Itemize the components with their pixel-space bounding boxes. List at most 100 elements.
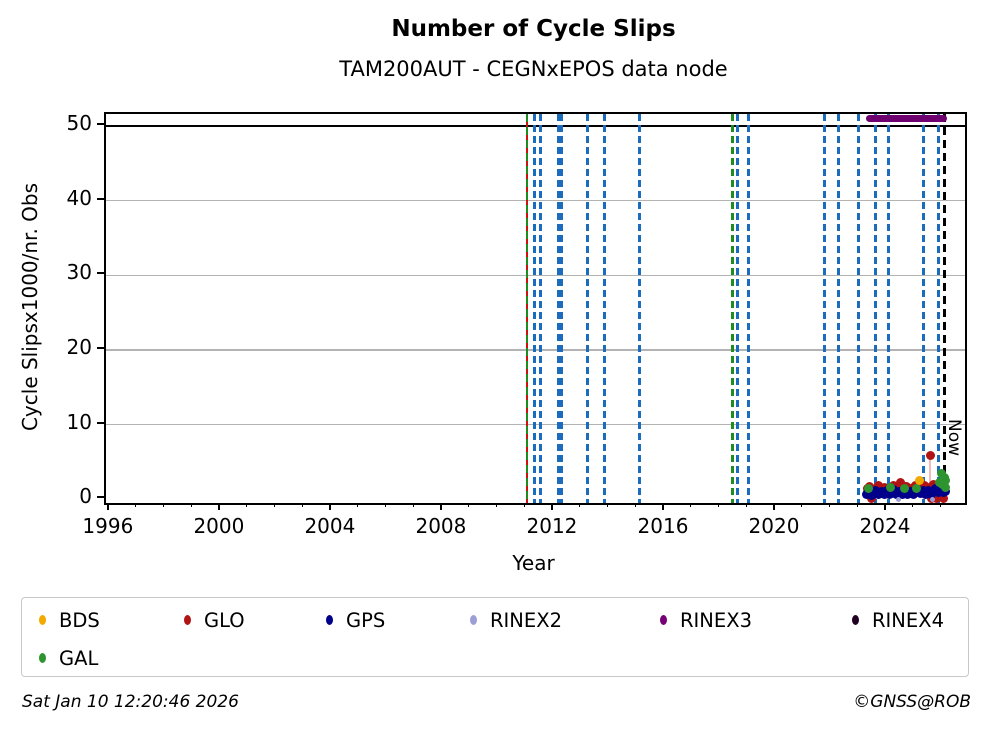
x-minor-tick	[828, 503, 831, 507]
chart-subtitle: TAM200AUT - CEGNxEPOS data node	[339, 57, 728, 81]
now-annotation: Now	[943, 418, 964, 456]
x-minor-tick	[579, 503, 581, 507]
x-minor-tick	[190, 503, 192, 507]
y-tick-label: 50	[66, 110, 92, 135]
y-tick	[97, 197, 104, 200]
x-minor-tick	[468, 503, 470, 507]
y-tick	[97, 421, 104, 424]
data-point-rinex2	[929, 496, 935, 502]
timestamp-text: Sat Jan 10 12:20:46 2026	[22, 692, 239, 712]
y-tick-label: 30	[66, 260, 92, 285]
x-tick-label: 2016	[637, 514, 689, 538]
rinex3-line	[866, 114, 947, 122]
x-minor-tick	[606, 503, 609, 507]
data-point-gal	[911, 483, 921, 493]
event-line-2	[539, 114, 543, 503]
x-minor-tick	[745, 503, 747, 507]
x-minor-tick	[246, 503, 248, 507]
data-point-bds	[914, 476, 924, 486]
plot-area	[104, 112, 967, 505]
x-minor-tick	[273, 503, 275, 507]
x-major-tick	[217, 503, 220, 510]
event-line-11	[837, 114, 841, 503]
rinex4-marker-icon	[852, 615, 859, 625]
copyright-text: ©GNSS@ROB	[853, 692, 971, 712]
event-line-7	[730, 114, 734, 503]
x-minor-tick	[301, 503, 303, 507]
chart-title: Number of Cycle Slips	[391, 16, 676, 42]
legend-label-glo: GLO	[204, 608, 245, 632]
data-point-gal	[885, 482, 895, 492]
gps-marker-icon	[326, 615, 333, 625]
rinex2-marker-icon	[470, 615, 477, 625]
event-line-6	[638, 114, 642, 503]
x-major-tick	[106, 503, 109, 510]
legend-label-gps: GPS	[346, 608, 386, 632]
x-tick-label: 2020	[748, 514, 800, 538]
x-axis-label: Year	[512, 551, 555, 575]
x-minor-tick	[939, 503, 942, 507]
event-line-10	[823, 114, 827, 503]
x-minor-tick	[495, 503, 498, 507]
x-minor-tick	[135, 503, 137, 507]
legend-item-rinex4: RINEX4	[852, 607, 944, 633]
event-line-9	[746, 114, 750, 503]
x-minor-tick	[523, 503, 525, 507]
now-line	[943, 114, 946, 503]
x-minor-tick	[412, 503, 414, 507]
legend-item-bds: BDS	[39, 607, 100, 633]
y-tick-label: 10	[66, 409, 92, 434]
x-minor-tick	[717, 503, 720, 507]
x-minor-tick	[634, 503, 636, 507]
x-minor-tick	[856, 503, 858, 507]
x-minor-tick	[690, 503, 692, 507]
x-tick-label: 2000	[193, 514, 245, 538]
event-line-14	[887, 114, 891, 503]
legend-label-rinex4: RINEX4	[872, 608, 944, 632]
x-major-tick	[328, 503, 331, 510]
event-line-12	[857, 114, 861, 503]
event-line-1	[533, 114, 537, 503]
y-tick-label: 40	[66, 185, 92, 210]
x-major-tick	[661, 503, 664, 510]
y-tick	[97, 122, 104, 125]
legend-item-rinex2: RINEX2	[470, 607, 562, 633]
x-major-tick	[550, 503, 553, 510]
y-tick-label: 20	[66, 334, 92, 359]
data-point-glo	[938, 494, 948, 503]
event-line-8	[736, 114, 740, 503]
legend-label-rinex2: RINEX2	[490, 608, 562, 632]
rinex3-marker-icon	[660, 615, 667, 625]
data-point-glo	[931, 494, 941, 503]
data-point-gal	[941, 476, 951, 486]
event-line-15	[922, 114, 926, 503]
legend-item-rinex3: RINEX3	[660, 607, 752, 633]
event-line-3	[556, 114, 563, 503]
x-major-tick	[884, 503, 886, 510]
legend-label-bds: BDS	[59, 608, 100, 632]
outlier-stem-0	[929, 455, 932, 487]
data-point-gal	[940, 482, 950, 492]
data-point-glo	[925, 450, 935, 460]
gal-marker-icon	[39, 653, 46, 663]
x-major-tick	[772, 503, 775, 510]
y-tick-label: 0	[79, 484, 92, 509]
event-line-16	[936, 114, 940, 503]
legend-item-gps: GPS	[326, 607, 385, 633]
data-point-gal	[899, 484, 909, 494]
y-axis-label: Cycle Slipsx1000/nr. Obs	[18, 182, 42, 432]
x-major-tick	[439, 503, 442, 510]
x-minor-tick	[357, 503, 359, 507]
bds-marker-icon	[39, 615, 46, 625]
x-tick-label: 2012	[526, 514, 578, 538]
x-tick-label: 2004	[304, 514, 356, 538]
y-tick	[97, 346, 104, 349]
legend-label-rinex3: RINEX3	[680, 608, 752, 632]
legend-item-glo: GLO	[184, 607, 245, 633]
event-line-4	[585, 114, 589, 503]
legend-item-gal: GAL	[39, 645, 98, 671]
x-minor-tick	[801, 503, 803, 507]
legend: BDS GLO GPS RINEX2 RINEX3 RINEX4 GAL	[21, 597, 969, 677]
y-tick	[97, 272, 104, 275]
